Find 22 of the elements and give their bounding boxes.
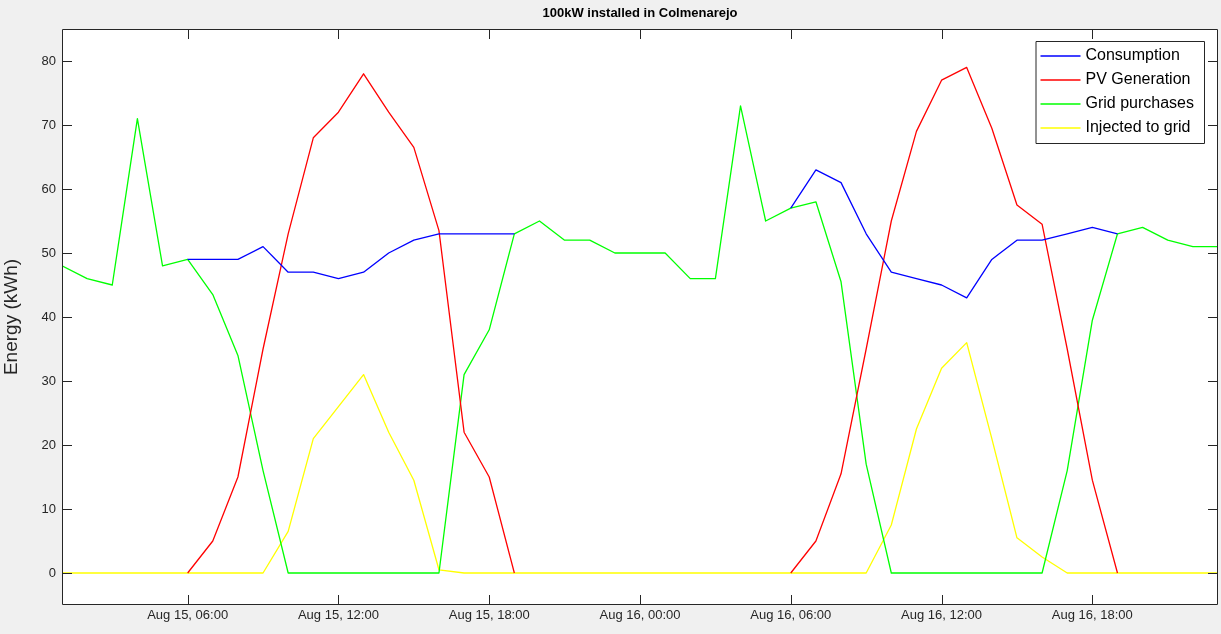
x-tick-label: Aug 15, 18:00 bbox=[448, 607, 530, 623]
x-tick-label: Aug 15, 06:00 bbox=[147, 607, 229, 623]
legend-label: Injected to grid bbox=[1085, 118, 1191, 136]
y-tick-label: 20 bbox=[41, 436, 56, 452]
y-axis-title: Energy (kWh) bbox=[0, 258, 21, 376]
x-tick-label: Aug 16, 00:00 bbox=[599, 607, 681, 623]
y-tick-label: 50 bbox=[41, 244, 56, 260]
legend-label: Grid purchases bbox=[1085, 94, 1195, 112]
y-tick-label: 30 bbox=[41, 372, 56, 388]
y-tick-label: 80 bbox=[41, 52, 56, 68]
y-tick-label: 70 bbox=[41, 116, 56, 132]
y-tick-label: 40 bbox=[41, 308, 56, 324]
y-tick-label: 10 bbox=[41, 500, 56, 516]
x-tick-label: Aug 16, 18:00 bbox=[1051, 607, 1133, 623]
x-tick-label: Aug 15, 12:00 bbox=[297, 607, 379, 623]
y-tick-label: 0 bbox=[48, 564, 56, 580]
x-tick-label: Aug 16, 12:00 bbox=[901, 607, 983, 623]
y-tick-label: 60 bbox=[41, 180, 56, 196]
legend-label: PV Generation bbox=[1085, 70, 1191, 88]
x-tick-label: Aug 16, 06:00 bbox=[750, 607, 832, 623]
legend-label: Consumption bbox=[1085, 46, 1180, 64]
chart-title: 100kW installed in Colmenarejo bbox=[542, 4, 738, 20]
